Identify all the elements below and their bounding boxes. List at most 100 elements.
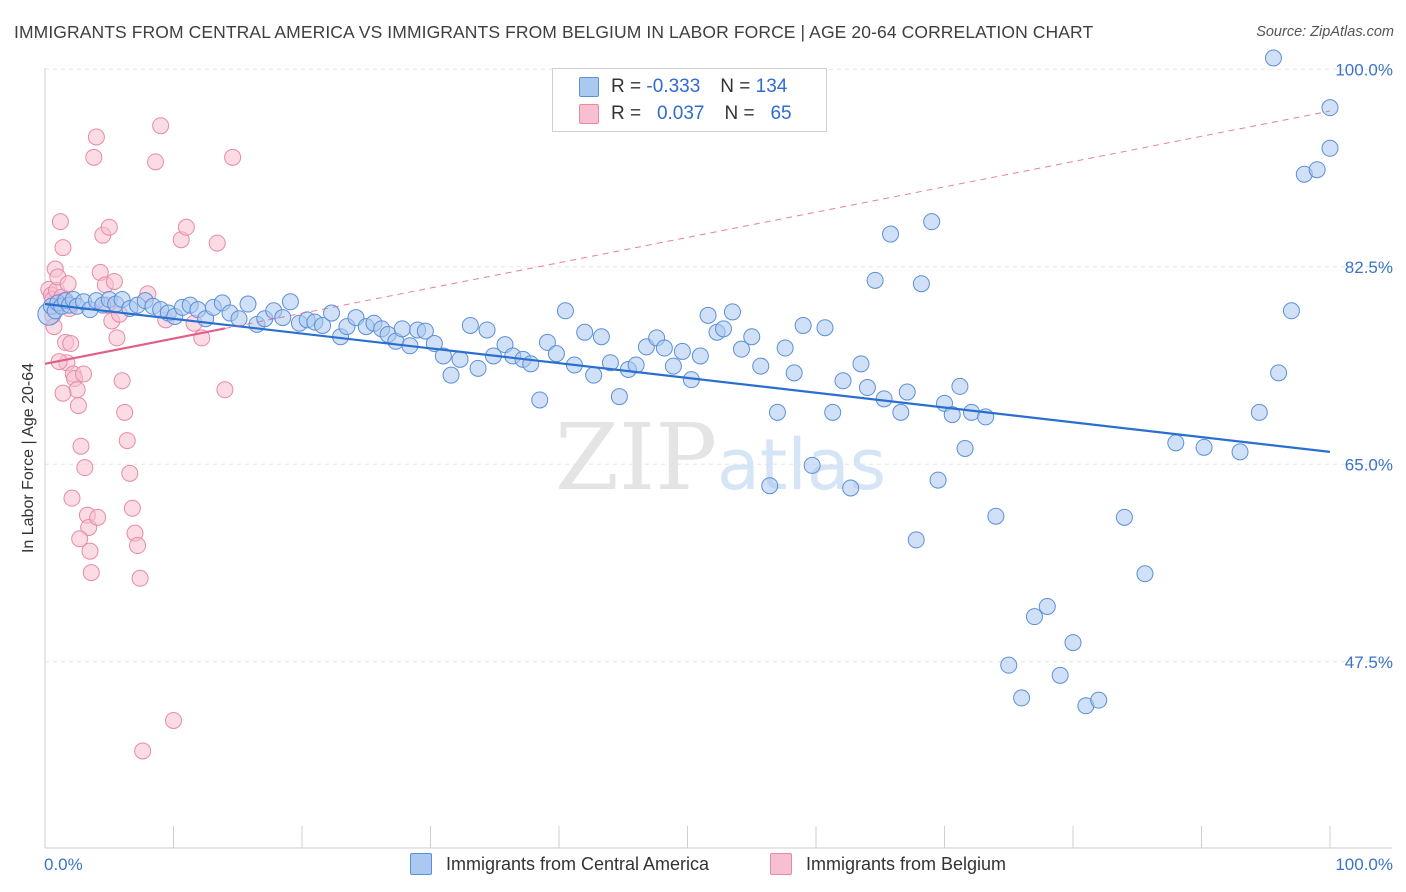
data-point-belgium: [68, 381, 86, 399]
data-point-belgium: [87, 128, 105, 146]
data-point-central-america: [547, 345, 565, 363]
data-point-central-america: [1250, 403, 1268, 421]
data-point-central-america: [1195, 438, 1213, 456]
legend-row-belgium: R = 0.037 N = 65: [553, 101, 792, 127]
legend-r-label: R =: [611, 103, 642, 124]
data-point-central-america: [1000, 656, 1018, 674]
data-point-belgium: [63, 489, 81, 507]
data-point-central-america: [723, 303, 741, 321]
data-point-central-america: [1064, 634, 1082, 652]
data-point-central-america: [585, 366, 603, 384]
data-point-central-america: [1013, 689, 1031, 707]
data-point-central-america: [912, 275, 930, 293]
trend-line-central-america: [44, 302, 1331, 453]
y-tick-label: 100.0%: [1335, 60, 1393, 79]
data-point-belgium: [59, 275, 77, 293]
data-point-central-america: [882, 225, 900, 243]
data-point-central-america: [281, 293, 299, 311]
data-point-central-america: [610, 388, 628, 406]
legend-n-label: N =: [720, 76, 751, 97]
data-point-central-america: [866, 271, 884, 289]
data-point-belgium: [81, 542, 99, 560]
bottom-legend-swatch-pink: [770, 853, 792, 875]
trend-line-belgium-solid: [44, 327, 226, 365]
data-point-central-america: [601, 354, 619, 372]
data-point-belgium: [105, 272, 123, 290]
legend-swatch-pink: [579, 104, 599, 124]
bottom-legend-label: Immigrants from Central America: [446, 853, 710, 874]
x-tick-labels: 0.0% 100.0%: [44, 855, 1393, 874]
bottom-legend-label: Immigrants from Belgium: [806, 853, 1007, 874]
data-point-belgium: [75, 365, 93, 383]
data-point-central-america: [673, 342, 691, 360]
data-point-belgium: [224, 148, 242, 166]
data-point-belgium: [108, 329, 126, 347]
data-point-central-america: [794, 316, 812, 334]
data-point-central-america: [956, 439, 974, 457]
data-point-central-america: [1115, 508, 1133, 526]
data-point-central-america: [230, 310, 248, 328]
central-america-points: [37, 49, 1339, 715]
chart-title: IMMIGRANTS FROM CENTRAL AMERICA VS IMMIG…: [14, 22, 1094, 42]
bottom-legend-belgium: Immigrants from Belgium: [770, 850, 1006, 878]
data-point-central-america: [714, 320, 732, 338]
data-point-belgium: [118, 432, 136, 450]
legend-r-value: -0.333: [646, 76, 701, 97]
legend-swatch-blue: [579, 77, 599, 97]
data-point-central-america: [442, 366, 460, 384]
data-point-central-america: [469, 359, 487, 377]
data-point-central-america: [834, 372, 852, 390]
data-point-central-america: [1167, 434, 1185, 452]
data-point-central-america: [1090, 691, 1108, 709]
data-point-central-america: [556, 302, 574, 320]
data-point-central-america: [803, 456, 821, 474]
data-point-central-america: [538, 333, 556, 351]
data-point-belgium: [76, 459, 94, 477]
data-point-belgium: [208, 234, 226, 252]
trend-lines: [44, 110, 1331, 453]
data-point-belgium: [116, 403, 134, 421]
gridlines: [45, 68, 1392, 663]
legend-row-central-america: R = -0.333 N = 134: [553, 74, 787, 100]
data-point-central-america: [923, 213, 941, 231]
data-point-central-america: [461, 316, 479, 334]
trend-line-belgium-dashed: [224, 110, 1331, 329]
data-point-central-america: [776, 339, 794, 357]
data-point-central-america: [951, 377, 969, 395]
data-point-central-america: [1321, 139, 1339, 157]
data-point-central-america: [852, 355, 870, 373]
data-point-belgium: [69, 397, 87, 415]
data-point-belgium: [51, 213, 69, 231]
data-point-belgium: [134, 742, 152, 760]
data-point-belgium: [85, 148, 103, 166]
data-point-central-america: [1282, 302, 1300, 320]
data-point-central-america: [1308, 161, 1326, 179]
data-point-belgium: [121, 464, 139, 482]
x-tick-label: 0.0%: [44, 855, 83, 874]
data-point-belgium: [62, 335, 80, 353]
data-point-central-america: [929, 471, 947, 489]
bottom-legend-swatch-blue: [410, 853, 432, 875]
y-tick-label: 65.0%: [1345, 455, 1393, 474]
data-point-central-america: [434, 347, 452, 365]
data-point-central-america: [732, 340, 750, 358]
data-point-belgium: [129, 537, 147, 555]
data-point-belgium: [123, 499, 141, 517]
data-point-central-america: [323, 304, 341, 322]
data-point-central-america: [393, 320, 411, 338]
data-point-central-america: [664, 357, 682, 375]
y-tick-label: 82.5%: [1345, 258, 1393, 277]
data-point-central-america: [478, 321, 496, 339]
watermark-zip: ZIP: [555, 404, 717, 511]
data-point-central-america: [1321, 99, 1339, 117]
data-point-central-america: [655, 339, 673, 357]
legend-n-value: 134: [755, 76, 788, 97]
data-point-central-america: [1136, 565, 1154, 583]
data-point-central-america: [824, 403, 842, 421]
data-point-central-america: [699, 306, 717, 324]
data-point-central-america: [1038, 597, 1056, 615]
data-point-central-america: [314, 316, 332, 334]
legend-r-label: R =: [611, 76, 642, 97]
data-point-central-america: [943, 406, 961, 424]
data-point-central-america: [531, 391, 549, 409]
